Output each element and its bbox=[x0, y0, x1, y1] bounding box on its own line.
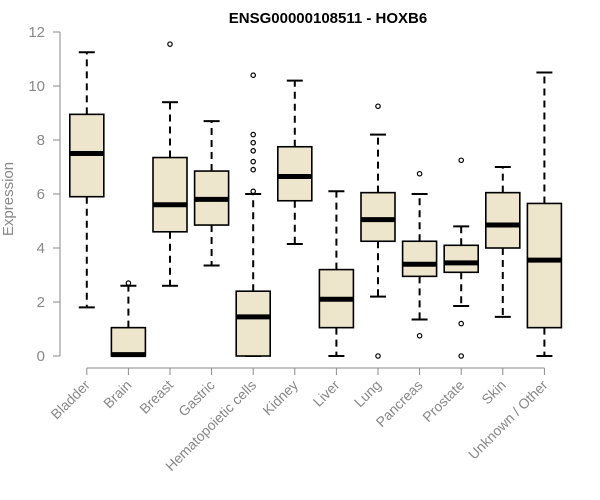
outlier-point bbox=[375, 103, 381, 110]
box-pancreas bbox=[401, 170, 438, 339]
outlier-point bbox=[416, 170, 423, 177]
x-tick-label: Bladder bbox=[47, 377, 93, 423]
box-hematopoietic-cells bbox=[235, 72, 271, 357]
x-tick-label: Unknown / Other bbox=[465, 377, 551, 463]
outlier-point bbox=[375, 353, 381, 359]
outlier-point bbox=[250, 166, 257, 173]
outlier-point bbox=[458, 353, 465, 359]
y-tick-label: 2 bbox=[37, 294, 45, 311]
iqr-box bbox=[484, 191, 521, 249]
y-tick-label: 10 bbox=[28, 78, 45, 95]
x-tick-label: Breast bbox=[136, 377, 176, 417]
iqr-box bbox=[360, 191, 396, 243]
box-unknown-other bbox=[526, 71, 563, 357]
x-tick-label: Liver bbox=[310, 377, 343, 410]
x-tick-label: Lung bbox=[351, 377, 384, 410]
outlier-point bbox=[167, 41, 173, 47]
iqr-box bbox=[443, 244, 480, 274]
x-tick-label: Kidney bbox=[259, 377, 301, 419]
iqr-box bbox=[110, 326, 147, 357]
box-skin bbox=[484, 166, 521, 318]
axes: 0 2 4 6 8 10 12 bbox=[28, 24, 545, 375]
outlier-point bbox=[416, 332, 423, 339]
box-gastric bbox=[193, 120, 230, 267]
outlier-point bbox=[250, 139, 257, 146]
outlier-point bbox=[250, 158, 257, 165]
box-brain bbox=[110, 280, 147, 358]
box-bladder bbox=[69, 51, 105, 309]
iqr-box bbox=[276, 145, 313, 202]
outlier-point bbox=[250, 188, 257, 195]
x-tick-label: Skin bbox=[478, 377, 509, 408]
y-axis-label: Expression bbox=[0, 162, 17, 236]
boxes bbox=[69, 41, 563, 359]
box-kidney bbox=[276, 79, 313, 245]
x-tick-label: Brain bbox=[100, 377, 134, 411]
x-tick-label: Prostate bbox=[419, 377, 467, 425]
outlier-point bbox=[250, 131, 257, 138]
outlier-point bbox=[125, 280, 132, 286]
iqr-box bbox=[152, 156, 188, 233]
y-tick-label: 4 bbox=[37, 240, 45, 257]
y-tick-label: 6 bbox=[37, 186, 45, 203]
outlier-point bbox=[458, 157, 465, 164]
outlier-point bbox=[250, 148, 257, 154]
box-prostate bbox=[443, 157, 480, 359]
y-tick-label: 8 bbox=[37, 132, 45, 149]
outlier-point bbox=[458, 320, 465, 327]
outlier-point bbox=[250, 72, 257, 79]
chart-title: ENSG00000108511 - HOXB6 bbox=[229, 10, 427, 27]
box-breast bbox=[152, 41, 188, 287]
y-tick-label: 12 bbox=[28, 24, 45, 41]
iqr-box bbox=[526, 202, 563, 329]
box-liver bbox=[318, 190, 355, 357]
y-tick-label: 0 bbox=[37, 348, 45, 365]
box-lung bbox=[360, 103, 396, 359]
iqr-box bbox=[235, 290, 271, 357]
iqr-box bbox=[401, 240, 438, 278]
